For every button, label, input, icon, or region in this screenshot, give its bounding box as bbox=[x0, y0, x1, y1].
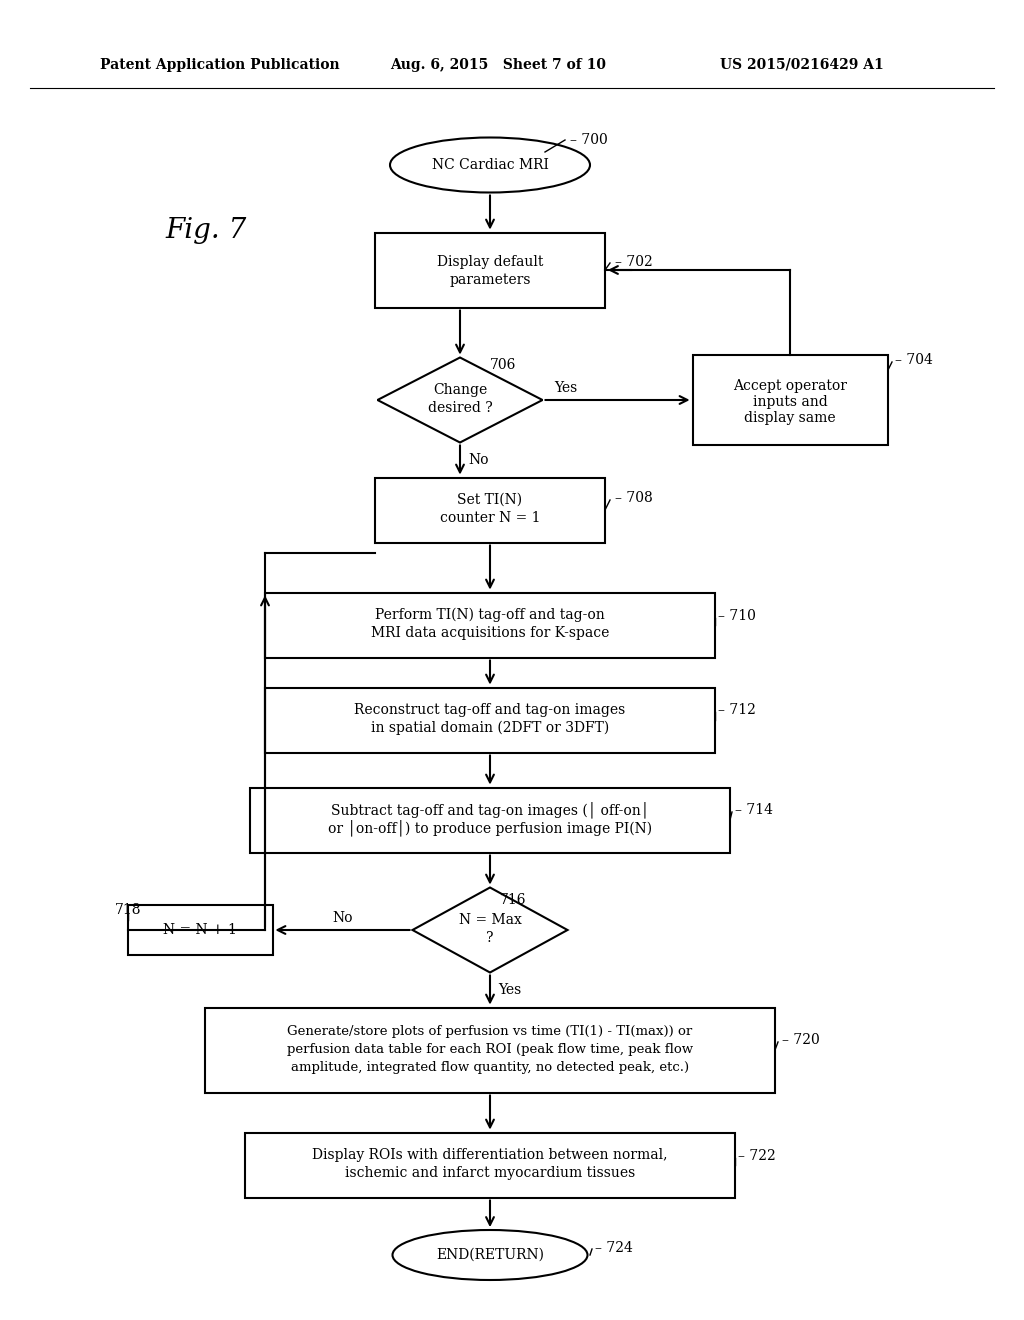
Text: – 708: – 708 bbox=[615, 491, 652, 506]
Text: – 712: – 712 bbox=[718, 704, 756, 717]
Text: Fig. 7: Fig. 7 bbox=[165, 216, 246, 243]
Bar bbox=[245, 1133, 735, 1197]
Text: 706: 706 bbox=[490, 358, 516, 372]
Text: or │on-off│) to produce perfusion image PI(N): or │on-off│) to produce perfusion image … bbox=[328, 820, 652, 837]
Text: – 714: – 714 bbox=[735, 803, 773, 817]
Text: No: No bbox=[468, 453, 488, 467]
Bar bbox=[128, 906, 272, 954]
Text: No: No bbox=[332, 911, 352, 925]
Text: N = Max: N = Max bbox=[459, 913, 521, 927]
Text: – 700: – 700 bbox=[570, 133, 608, 147]
Text: – 702: – 702 bbox=[615, 255, 652, 269]
Text: inputs and: inputs and bbox=[753, 395, 827, 409]
Text: – 704: – 704 bbox=[895, 352, 933, 367]
Text: – 724: – 724 bbox=[595, 1241, 633, 1255]
Text: Perform TI(N) tag-off and tag-on: Perform TI(N) tag-off and tag-on bbox=[375, 607, 605, 622]
Text: Subtract tag-off and tag-on images (│ off-on│: Subtract tag-off and tag-on images (│ of… bbox=[331, 801, 649, 818]
Bar bbox=[375, 478, 605, 543]
Bar bbox=[250, 788, 730, 853]
Text: – 710: – 710 bbox=[718, 609, 756, 623]
Text: Set TI(N): Set TI(N) bbox=[458, 492, 522, 507]
Text: parameters: parameters bbox=[450, 273, 530, 286]
Bar bbox=[205, 1007, 775, 1093]
Text: US 2015/0216429 A1: US 2015/0216429 A1 bbox=[720, 58, 884, 73]
Bar bbox=[692, 355, 888, 445]
Text: Generate/store plots of perfusion vs time (TI(1) - TI(max)) or: Generate/store plots of perfusion vs tim… bbox=[288, 1026, 692, 1039]
Text: Yes: Yes bbox=[498, 983, 521, 997]
Text: 718: 718 bbox=[115, 903, 141, 917]
Text: Accept operator: Accept operator bbox=[733, 379, 847, 393]
Text: NC Cardiac MRI: NC Cardiac MRI bbox=[431, 158, 549, 172]
Text: ischemic and infarct myocardium tissues: ischemic and infarct myocardium tissues bbox=[345, 1166, 635, 1180]
Text: amplitude, integrated flow quantity, no detected peak, etc.): amplitude, integrated flow quantity, no … bbox=[291, 1061, 689, 1074]
Text: perfusion data table for each ROI (peak flow time, peak flow: perfusion data table for each ROI (peak … bbox=[287, 1044, 693, 1056]
Text: in spatial domain (2DFT or 3DFT): in spatial domain (2DFT or 3DFT) bbox=[371, 721, 609, 735]
Text: Change: Change bbox=[433, 383, 487, 397]
Bar bbox=[265, 593, 715, 657]
Text: Display default: Display default bbox=[437, 255, 543, 269]
Text: Display ROIs with differentiation between normal,: Display ROIs with differentiation betwee… bbox=[312, 1148, 668, 1162]
Text: Yes: Yes bbox=[555, 381, 578, 395]
Text: Reconstruct tag-off and tag-on images: Reconstruct tag-off and tag-on images bbox=[354, 704, 626, 717]
Text: N = N + 1: N = N + 1 bbox=[163, 923, 237, 937]
Text: – 722: – 722 bbox=[738, 1148, 776, 1163]
Bar bbox=[375, 232, 605, 308]
Text: – 720: – 720 bbox=[782, 1034, 820, 1047]
Text: ?: ? bbox=[486, 931, 494, 945]
Text: desired ?: desired ? bbox=[428, 401, 493, 414]
Text: counter N = 1: counter N = 1 bbox=[439, 511, 541, 525]
Text: END(RETURN): END(RETURN) bbox=[436, 1247, 544, 1262]
Text: 716: 716 bbox=[500, 894, 526, 907]
Text: Patent Application Publication: Patent Application Publication bbox=[100, 58, 340, 73]
Text: MRI data acquisitions for K-space: MRI data acquisitions for K-space bbox=[371, 626, 609, 640]
Bar bbox=[265, 688, 715, 752]
Text: display same: display same bbox=[744, 411, 836, 425]
Text: Aug. 6, 2015   Sheet 7 of 10: Aug. 6, 2015 Sheet 7 of 10 bbox=[390, 58, 606, 73]
